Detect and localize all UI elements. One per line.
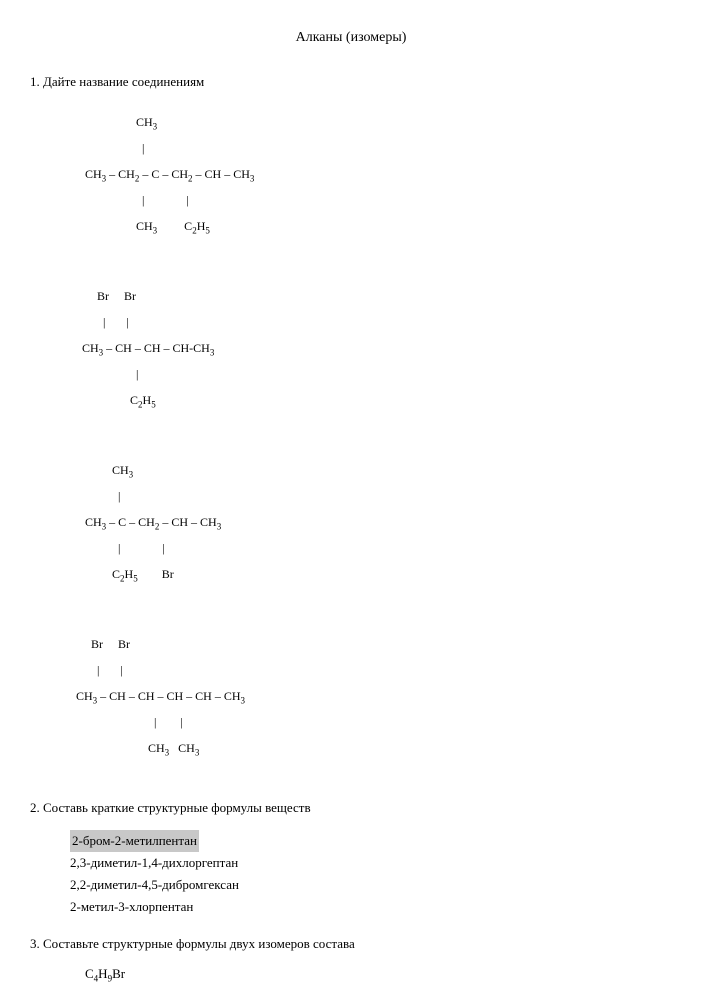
formula-4: Br Br | | CH3 – CH – CH – CH – CH – CH3 … <box>70 626 672 780</box>
compound-item: 2-метил-3-хлорпентан <box>70 896 672 918</box>
formula-2: Br Br | | CH3 – CH – CH – CH-CH3 | C2H5 <box>70 278 672 432</box>
compound-list: 2-бром-2-метилпентан 2,3-диметил-1,4-дих… <box>70 830 672 918</box>
task-1-heading: 1. Дайте название соединениям <box>30 74 672 90</box>
compound-text: 2,2-диметил-4,5-дибромгексан <box>70 877 239 892</box>
formula-3: CH3 | CH3 – C – CH2 – CH – CH3 | | C2H5 … <box>70 452 672 606</box>
formula-1: CH3 | CH3 – CH2 – C – CH2 – CH – CH3 | |… <box>70 104 672 258</box>
task-3-heading: 3. Составьте структурные формулы двух из… <box>30 936 672 952</box>
task-1: 1. Дайте название соединениям CH3 | CH3 … <box>30 74 672 780</box>
compound-text: 2-метил-3-хлорпентан <box>70 899 193 914</box>
compound-item: 2-бром-2-метилпентан <box>70 830 672 852</box>
task-3-formula: C4H9Br <box>85 966 672 984</box>
compound-text: 2,3-диметил-1,4-дихлоргептан <box>70 855 238 870</box>
task-2: 2. Составь краткие структурные формулы в… <box>30 800 672 918</box>
compound-item: 2,2-диметил-4,5-дибромгексан <box>70 874 672 896</box>
compound-text-highlighted: 2-бром-2-метилпентан <box>70 830 199 852</box>
task-3: 3. Составьте структурные формулы двух из… <box>30 936 672 984</box>
page-title: Алканы (изомеры) <box>30 30 672 46</box>
compound-item: 2,3-диметил-1,4-дихлоргептан <box>70 852 672 874</box>
task-2-heading: 2. Составь краткие структурные формулы в… <box>30 800 672 816</box>
